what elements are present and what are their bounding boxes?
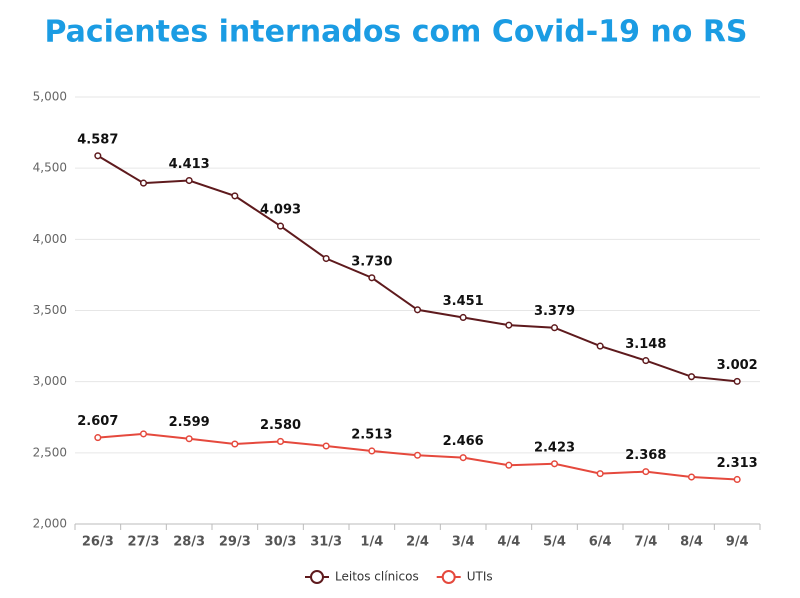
point xyxy=(231,440,239,448)
point xyxy=(596,470,604,478)
legend-marker xyxy=(441,570,456,584)
data-label: 3.379 xyxy=(534,304,575,319)
point xyxy=(596,342,604,350)
point xyxy=(733,377,741,385)
data-label: 3.002 xyxy=(717,358,758,373)
x-tick-label: 26/3 xyxy=(82,535,114,550)
point xyxy=(139,179,148,187)
point xyxy=(276,222,285,230)
data-label: 2.466 xyxy=(443,434,484,449)
point xyxy=(413,306,422,314)
chart-title: Pacientes internados com Covid-19 no RS xyxy=(44,15,747,50)
y-tick-label: 2,500 xyxy=(33,445,67,459)
data-label: 4.413 xyxy=(169,157,210,172)
y-tick-label: 3,000 xyxy=(33,374,67,388)
point xyxy=(550,324,559,332)
data-label: 3.730 xyxy=(351,254,392,269)
point xyxy=(413,451,422,459)
point xyxy=(459,454,467,462)
point xyxy=(687,473,696,481)
x-tick-label: 1/4 xyxy=(360,535,383,550)
point xyxy=(139,430,148,438)
x-tick-label: 30/3 xyxy=(265,535,297,550)
legend-label: Leitos clínicos xyxy=(335,570,419,584)
x-tick-label: 9/4 xyxy=(726,535,749,550)
x-tick-label: 5/4 xyxy=(543,535,566,550)
data-label: 2.368 xyxy=(625,448,666,463)
point xyxy=(368,274,376,282)
point xyxy=(642,357,650,365)
y-tick-label: 4,500 xyxy=(33,161,67,175)
y-tick-label: 5,000 xyxy=(33,90,67,104)
x-tick-label: 3/4 xyxy=(452,535,475,550)
point xyxy=(322,442,330,450)
legend-label: UTIs xyxy=(467,570,493,584)
point xyxy=(231,192,239,200)
x-tick-label: 28/3 xyxy=(173,535,205,550)
y-tick-label: 2,000 xyxy=(33,517,67,531)
data-label: 2.423 xyxy=(534,440,575,455)
point xyxy=(459,313,467,322)
point xyxy=(505,461,513,469)
point xyxy=(733,475,741,483)
point xyxy=(368,447,376,455)
point xyxy=(687,373,696,381)
data-label: 4.587 xyxy=(77,132,118,147)
data-label: 2.580 xyxy=(260,418,301,433)
point xyxy=(550,460,559,468)
data-label: 4.093 xyxy=(260,203,301,218)
point xyxy=(94,434,102,442)
data-label: 3.451 xyxy=(443,294,484,309)
point xyxy=(94,152,102,160)
x-tick-label: 27/3 xyxy=(128,535,160,550)
data-label: 2.513 xyxy=(351,427,392,442)
x-tick-label: 31/3 xyxy=(310,535,342,550)
x-tick-label: 6/4 xyxy=(589,535,612,550)
x-tick-label: 4/4 xyxy=(497,535,520,550)
x-tick-label: 8/4 xyxy=(680,535,703,550)
x-tick-label: 29/3 xyxy=(219,535,251,550)
point xyxy=(642,468,650,476)
data-label: 3.148 xyxy=(625,337,666,352)
legend-marker xyxy=(310,570,324,584)
point xyxy=(322,254,330,263)
x-tick-label: 2/4 xyxy=(406,535,429,550)
x-tick-label: 7/4 xyxy=(634,535,657,550)
data-label: 2.313 xyxy=(717,456,758,471)
point xyxy=(185,435,193,443)
y-tick-label: 4,000 xyxy=(33,232,67,246)
point xyxy=(276,437,285,445)
point xyxy=(505,321,513,329)
y-tick-label: 3,500 xyxy=(33,303,67,317)
data-label: 2.599 xyxy=(169,415,210,430)
point xyxy=(185,176,193,185)
data-label: 2.607 xyxy=(77,414,118,429)
